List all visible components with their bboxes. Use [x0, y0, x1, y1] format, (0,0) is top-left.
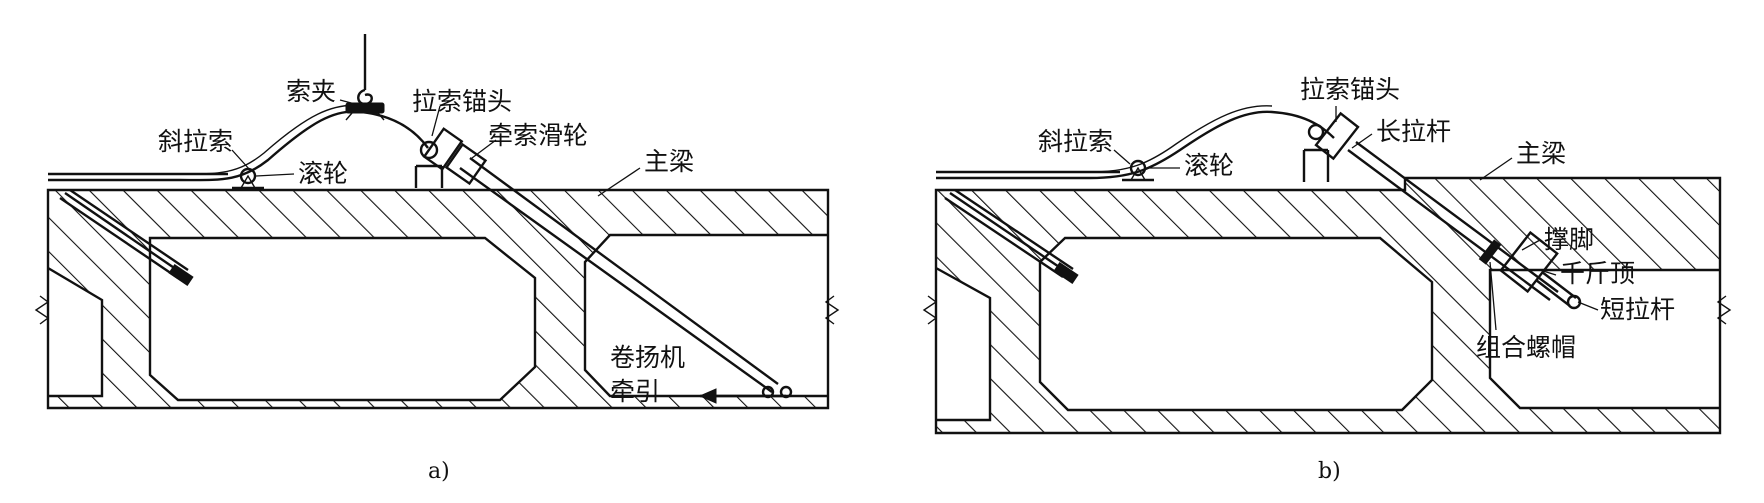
label-traction-pulley-a: 牵索滑轮 — [488, 121, 588, 150]
leader-long-rod-b — [1351, 133, 1373, 149]
stay-cable-a-lower — [48, 104, 363, 175]
leader-stay-b — [1113, 149, 1131, 165]
long-tie-rod-b — [1347, 141, 1582, 310]
clamp-hook-a — [345, 34, 385, 121]
leader-anchor-a — [431, 105, 441, 137]
break-mark-b-right — [1716, 295, 1732, 325]
stay-cable-a — [48, 110, 429, 182]
caption-a: a) — [428, 459, 450, 484]
label-short-tie-rod-b: 短拉杆 — [1600, 295, 1675, 324]
label-anchor-head-b: 拉索锚头 — [1300, 75, 1400, 104]
diagram-a: 索夹 斜拉索 拉索锚头 滚轮 牵索滑轮 主梁 卷扬机 牵引 a) — [34, 34, 840, 484]
leader-clamp-a — [339, 99, 356, 105]
label-stay-cable-a: 斜拉索 — [158, 127, 233, 156]
leader-girder-b — [1479, 157, 1513, 181]
break-mark-a-left — [34, 295, 50, 325]
label-roller-a: 滚轮 — [298, 159, 348, 188]
label-jack-b: 千斤顶 — [1560, 259, 1635, 288]
anchor-support-b — [1302, 111, 1360, 182]
stay-cable-b — [936, 110, 1335, 180]
label-roller-b: 滚轮 — [1184, 151, 1234, 180]
leader-nut-b — [1489, 261, 1497, 331]
caption-b: b) — [1318, 459, 1341, 484]
label-strut-b: 撑脚 — [1544, 225, 1594, 254]
leader-short-rod-b — [1577, 301, 1599, 311]
left-anchor-a — [59, 189, 194, 286]
left-anchor-b — [944, 189, 1079, 284]
label-combined-nut-b: 组合螺帽 — [1476, 333, 1576, 362]
break-mark-a-right — [824, 295, 840, 325]
anchor-support-a — [414, 127, 464, 188]
diagram-b: 斜拉索 拉索锚头 滚轮 长拉杆 主梁 撑脚 千斤顶 短拉杆 组合螺帽 b) — [922, 75, 1732, 484]
label-main-girder-b: 主梁 — [1516, 139, 1566, 168]
roller-b — [1122, 159, 1154, 182]
leader-stay-a — [231, 149, 251, 171]
label-winch-line1-a: 卷扬机 — [610, 343, 685, 372]
label-main-girder-a: 主梁 — [644, 147, 694, 176]
stay-cable-b-lower — [936, 105, 1273, 173]
leader-roller-a — [255, 173, 295, 177]
leader-jack-b — [1539, 269, 1557, 276]
leader-girder-a — [597, 167, 641, 197]
break-mark-b-left — [922, 295, 938, 325]
label-winch-line2-a: 牵引 — [610, 377, 660, 406]
traction-line-a — [444, 142, 793, 404]
girder-a-body — [46, 188, 830, 410]
roller-a — [232, 167, 264, 190]
label-anchor-head-a: 拉索锚头 — [412, 87, 512, 116]
label-stay-cable-b: 斜拉索 — [1038, 127, 1113, 156]
leader-strut-b — [1521, 239, 1541, 251]
label-cable-clamp-a: 索夹 — [286, 77, 336, 106]
leader-pulley-a — [471, 139, 497, 159]
label-long-tie-rod-b: 长拉杆 — [1376, 117, 1451, 146]
